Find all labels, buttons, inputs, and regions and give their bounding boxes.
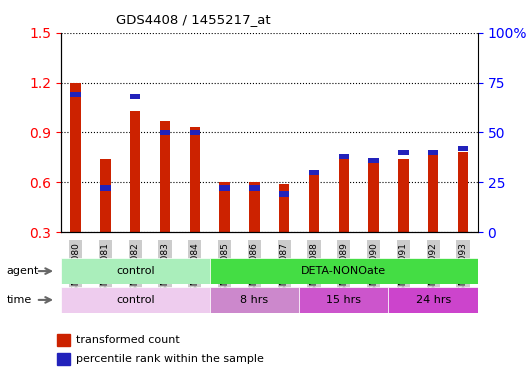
Bar <box>428 152 438 232</box>
Bar <box>338 154 349 159</box>
Bar <box>309 174 319 232</box>
Bar <box>130 111 140 232</box>
Bar <box>100 159 111 232</box>
Bar <box>61 258 210 284</box>
Text: 24 hrs: 24 hrs <box>416 295 451 305</box>
Bar <box>279 184 289 232</box>
Bar <box>160 129 170 136</box>
Bar <box>190 129 200 136</box>
Bar <box>61 287 210 313</box>
Bar <box>219 185 230 191</box>
Bar <box>338 156 349 232</box>
Bar <box>458 146 468 151</box>
Bar <box>57 334 70 346</box>
Bar <box>249 182 260 232</box>
Text: DETA-NONOate: DETA-NONOate <box>301 266 386 276</box>
Bar <box>130 94 140 99</box>
Bar <box>369 162 379 232</box>
Text: GDS4408 / 1455217_at: GDS4408 / 1455217_at <box>116 13 271 26</box>
Bar <box>279 192 289 197</box>
Text: time: time <box>7 295 32 305</box>
Bar <box>210 287 299 313</box>
Text: control: control <box>116 295 155 305</box>
Text: 8 hrs: 8 hrs <box>240 295 268 305</box>
Bar <box>398 149 409 156</box>
Text: transformed count: transformed count <box>76 335 180 345</box>
Bar <box>369 157 379 163</box>
Text: agent: agent <box>7 266 39 276</box>
Bar <box>299 287 389 313</box>
Bar <box>249 185 260 191</box>
Text: 15 hrs: 15 hrs <box>326 295 361 305</box>
Bar <box>389 287 478 313</box>
Bar <box>160 121 170 232</box>
Bar <box>70 83 81 232</box>
Bar <box>458 152 468 232</box>
Bar <box>100 185 111 191</box>
Text: percentile rank within the sample: percentile rank within the sample <box>76 354 264 364</box>
Bar <box>428 149 438 156</box>
Bar <box>219 182 230 232</box>
Bar <box>398 159 409 232</box>
Bar <box>210 258 478 284</box>
Bar <box>57 353 70 365</box>
Text: control: control <box>116 266 155 276</box>
Bar <box>190 127 200 232</box>
Bar <box>309 169 319 175</box>
Bar <box>70 92 81 98</box>
